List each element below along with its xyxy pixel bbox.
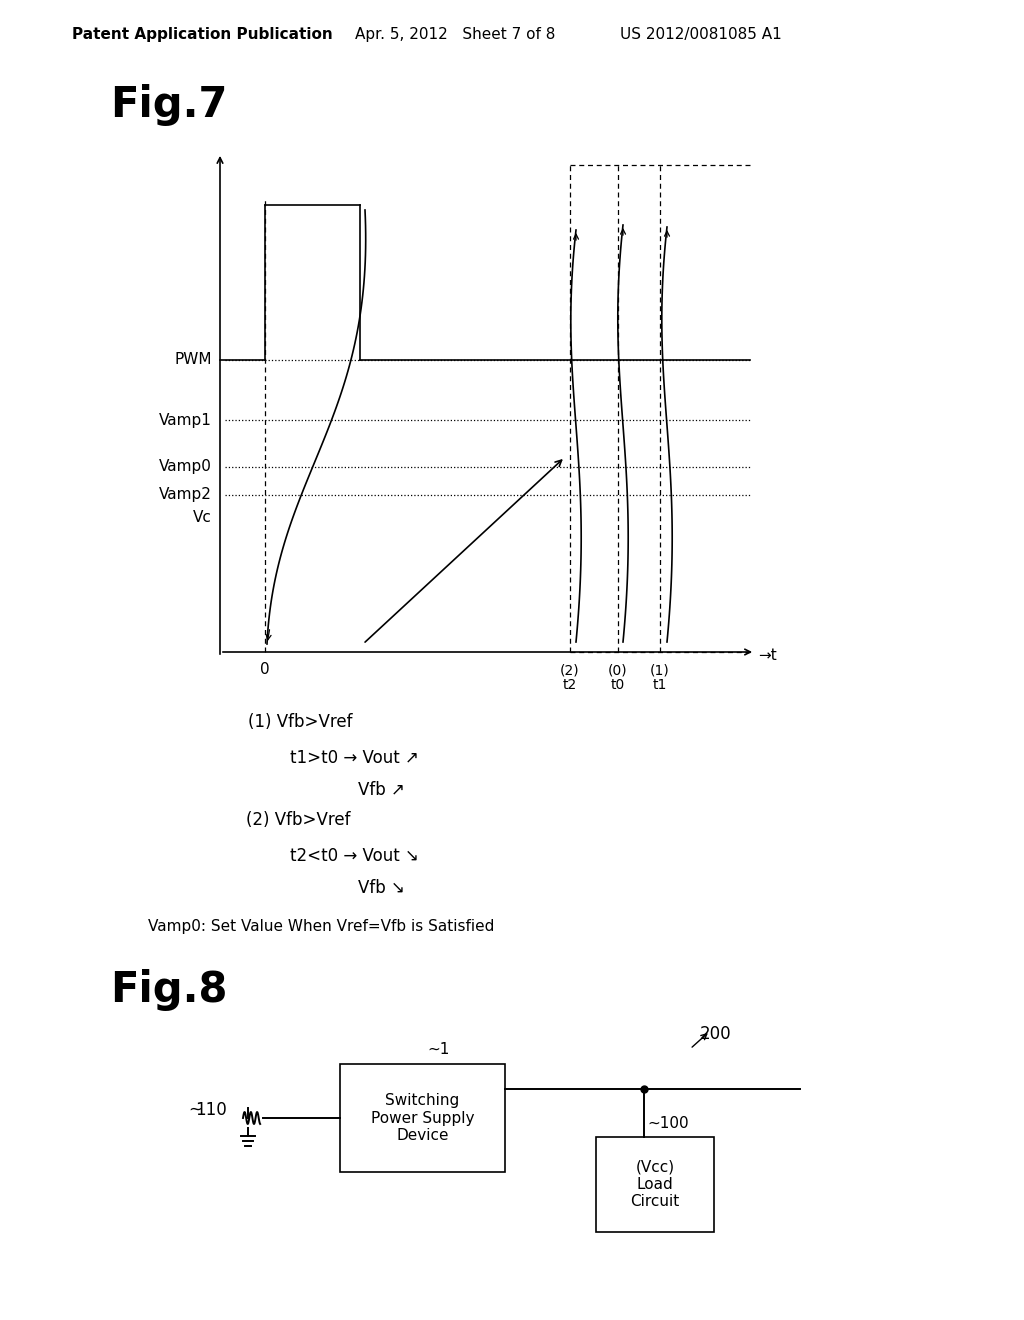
- Text: PWM: PWM: [174, 352, 212, 367]
- Text: US 2012/0081085 A1: US 2012/0081085 A1: [620, 28, 781, 42]
- Text: t1: t1: [653, 678, 668, 692]
- Text: ~1: ~1: [427, 1043, 450, 1057]
- Text: t2<t0 → Vout ↘: t2<t0 → Vout ↘: [290, 847, 419, 865]
- Bar: [340, 1064, 505, 1172]
- Text: (1): (1): [650, 663, 670, 677]
- Text: Vc: Vc: [194, 510, 212, 524]
- Text: Fig.8: Fig.8: [110, 969, 227, 1011]
- Text: (1) Vfb>Vref: (1) Vfb>Vref: [248, 713, 352, 731]
- Text: t2: t2: [563, 678, 578, 692]
- Text: Apr. 5, 2012   Sheet 7 of 8: Apr. 5, 2012 Sheet 7 of 8: [355, 28, 555, 42]
- Text: t1>t0 → Vout ↗: t1>t0 → Vout ↗: [290, 748, 419, 767]
- Text: Fig.7: Fig.7: [110, 84, 227, 125]
- Text: (2): (2): [560, 663, 580, 677]
- Bar: [596, 1137, 714, 1232]
- Text: Vamp0: Set Value When Vref=Vfb is Satisfied: Vamp0: Set Value When Vref=Vfb is Satisf…: [148, 920, 495, 935]
- Text: Vfb ↗: Vfb ↗: [358, 781, 404, 799]
- Text: ~100: ~100: [647, 1115, 688, 1130]
- Text: 110: 110: [195, 1101, 226, 1119]
- Text: Vamp2: Vamp2: [159, 487, 212, 503]
- Text: 200: 200: [700, 1026, 731, 1043]
- Text: 0: 0: [260, 663, 269, 677]
- Text: ~: ~: [188, 1101, 202, 1119]
- Text: →t: →t: [758, 648, 777, 664]
- Text: Vamp0: Vamp0: [159, 459, 212, 474]
- Text: Switching
Power Supply
Device: Switching Power Supply Device: [371, 1093, 474, 1143]
- Text: (2) Vfb>Vref: (2) Vfb>Vref: [246, 810, 350, 829]
- Text: t0: t0: [611, 678, 625, 692]
- Text: (0): (0): [608, 663, 628, 677]
- Text: Vamp1: Vamp1: [159, 412, 212, 428]
- Text: (Vcc)
Load
Circuit: (Vcc) Load Circuit: [631, 1159, 680, 1209]
- Text: Patent Application Publication: Patent Application Publication: [72, 28, 333, 42]
- Text: Vfb ↘: Vfb ↘: [358, 879, 404, 898]
